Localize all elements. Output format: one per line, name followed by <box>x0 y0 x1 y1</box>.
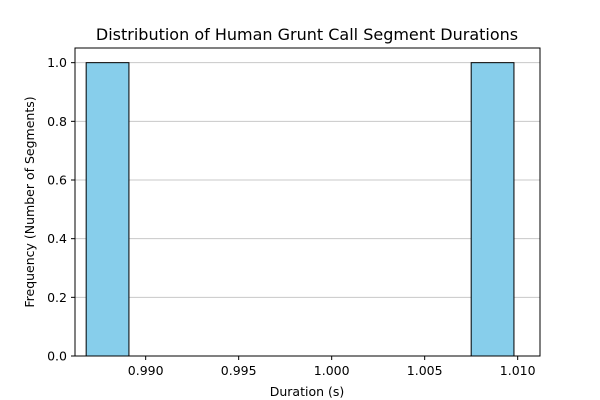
x-tick-label-4: 1.010 <box>500 363 536 378</box>
bar-9 <box>470 62 515 357</box>
x-tick-label-0: 0.990 <box>128 363 164 378</box>
y-tick-label-4: 0.8 <box>47 114 67 129</box>
x-tick-label-3: 1.005 <box>407 363 443 378</box>
y-tick-label-2: 0.4 <box>47 231 67 246</box>
x-tick-label-1: 0.995 <box>221 363 257 378</box>
grid-lines <box>75 62 540 357</box>
y-tick-label-0: 0.0 <box>47 349 67 364</box>
y-axis-ticks: 0.0 0.2 0.4 0.6 0.8 1.0 <box>47 55 75 364</box>
x-tick-label-2: 1.000 <box>314 363 350 378</box>
y-tick-label-1: 0.2 <box>47 290 67 305</box>
bar-0 <box>85 62 130 357</box>
y-tick-label-3: 0.6 <box>47 173 67 188</box>
x-axis-label: Duration (s) <box>270 384 345 399</box>
bars <box>85 62 515 357</box>
x-axis-ticks: 0.990 0.995 1.000 1.005 1.010 <box>128 356 536 378</box>
y-axis-label: Frequency (Number of Segments) <box>22 96 37 307</box>
plot-frame <box>74 47 541 357</box>
chart-title: Distribution of Human Grunt Call Segment… <box>96 25 518 44</box>
y-tick-label-5: 1.0 <box>47 55 67 70</box>
